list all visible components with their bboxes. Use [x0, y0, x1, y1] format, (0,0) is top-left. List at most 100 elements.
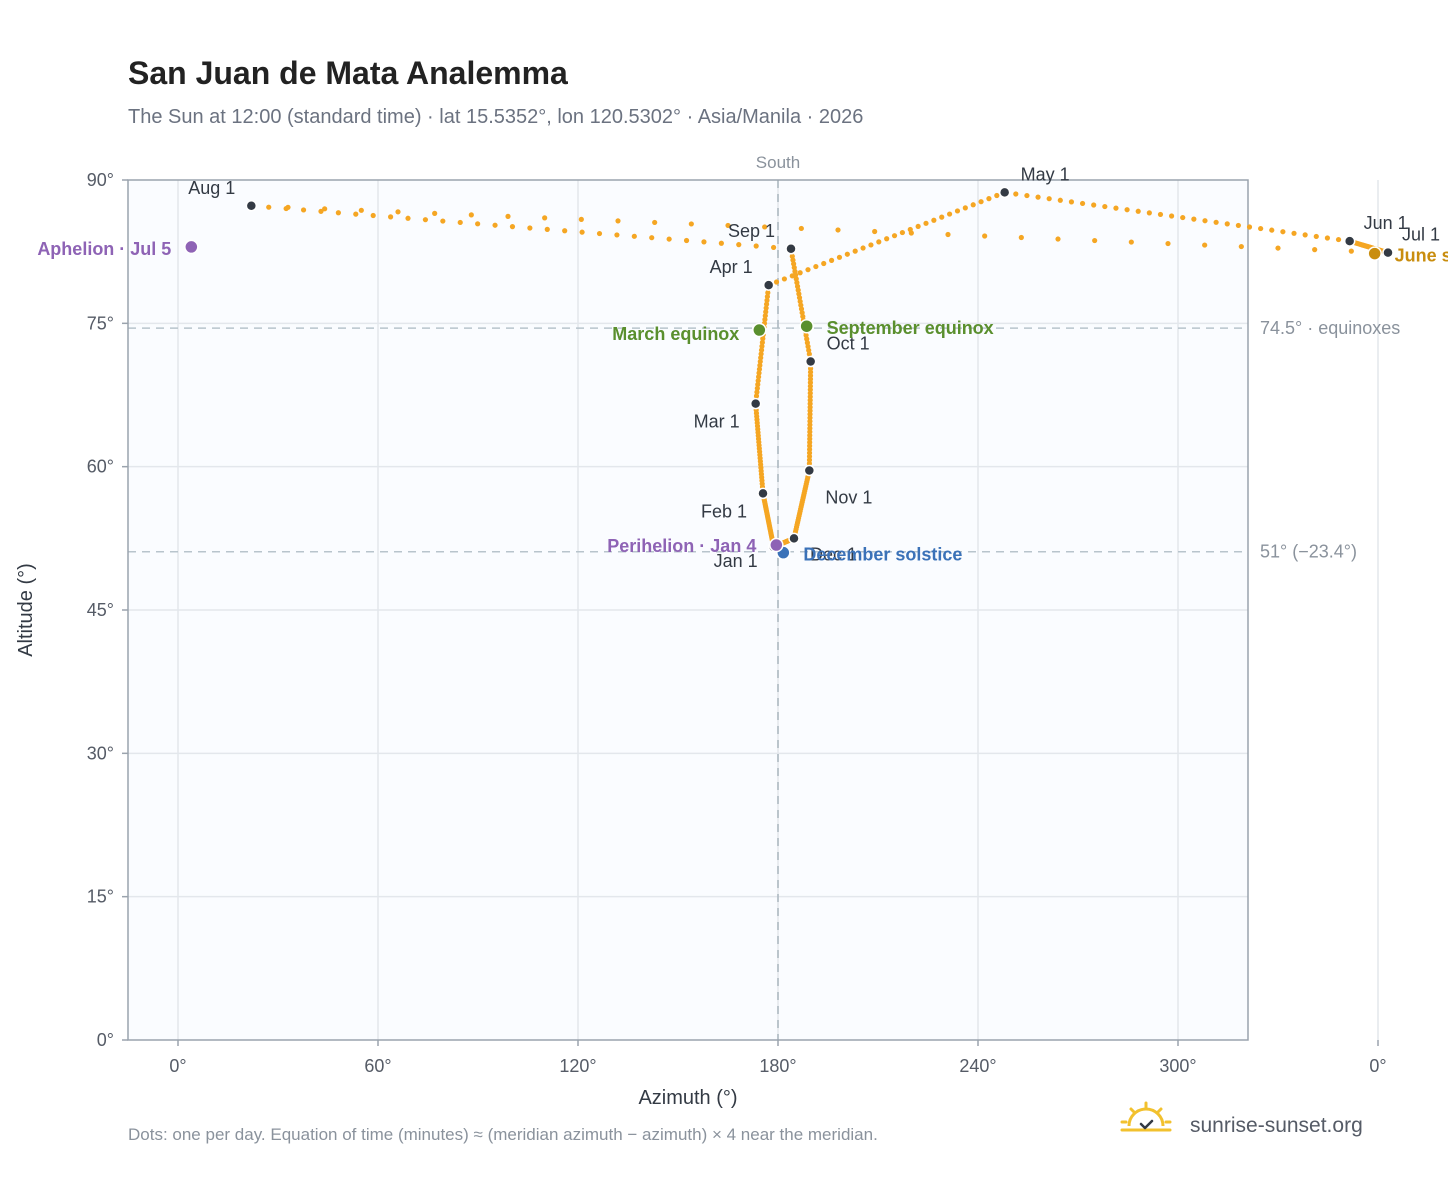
month-label: Mar 1 — [694, 412, 740, 432]
daily-dot — [1169, 213, 1175, 219]
month-point — [245, 200, 258, 212]
y-tick-label: 0° — [97, 1030, 114, 1050]
daily-dot — [457, 219, 463, 226]
event-point — [769, 537, 784, 553]
daily-dot — [1202, 242, 1208, 248]
chart-title: San Juan de Mata Analemma — [128, 55, 568, 91]
y-tick-label: 90° — [87, 170, 114, 190]
daily-dot — [970, 202, 976, 208]
meridian-label: South — [756, 153, 800, 172]
daily-dot — [759, 343, 765, 349]
daily-dot — [509, 224, 516, 230]
month-label: Aug 1 — [188, 178, 235, 198]
daily-dot — [492, 222, 498, 228]
daily-dot — [765, 290, 771, 296]
x-tick-label: 0° — [169, 1056, 186, 1076]
daily-dot — [868, 242, 874, 248]
daily-dot — [266, 204, 272, 210]
daily-dot — [759, 339, 765, 346]
month-label: Nov 1 — [825, 487, 872, 507]
daily-dot — [370, 212, 376, 219]
daily-dot — [701, 239, 707, 245]
y-axis-label: Altitude (°) — [15, 563, 37, 657]
daily-dot — [1024, 192, 1030, 199]
daily-dot — [756, 370, 762, 376]
daily-dot — [505, 213, 511, 219]
month-point — [1382, 246, 1394, 259]
month-label: Oct 1 — [827, 334, 870, 354]
daily-dot — [578, 216, 584, 222]
month-label: Jul 1 — [1402, 225, 1440, 245]
daily-dot — [1157, 211, 1164, 218]
reference-line-label: 51° (−23.4°) — [1260, 542, 1357, 562]
month-point — [788, 532, 800, 545]
y-tick-label: 75° — [87, 313, 114, 333]
x-tick-label: 120° — [559, 1056, 596, 1076]
daily-dot — [756, 374, 762, 380]
daily-dot — [1291, 230, 1297, 236]
daily-dot — [562, 228, 568, 234]
x-tick-label: 240° — [959, 1056, 996, 1076]
brand-name: sunrise-sunset.org — [1190, 1114, 1363, 1137]
sun-check-icon — [1120, 1101, 1172, 1132]
daily-dot — [860, 245, 866, 251]
daily-dot — [758, 355, 764, 361]
daily-dot — [1213, 219, 1219, 225]
x-tick-label: 0° — [1369, 1056, 1386, 1076]
daily-dot — [798, 225, 804, 232]
event-label: June solstice — [1395, 246, 1448, 266]
daily-dot — [1258, 225, 1264, 232]
daily-dot — [1348, 248, 1354, 254]
daily-dot — [1013, 191, 1019, 197]
daily-dot — [915, 223, 921, 230]
daily-dot — [736, 242, 742, 248]
daily-dot — [1280, 229, 1286, 235]
daily-dot — [876, 239, 882, 245]
daily-dot — [1046, 196, 1052, 202]
daily-dot — [1191, 216, 1197, 222]
daily-dot — [1275, 245, 1281, 251]
daily-dot — [770, 244, 777, 251]
daily-dot — [614, 232, 620, 238]
month-label: Feb 1 — [701, 501, 747, 521]
daily-dot — [1079, 200, 1086, 207]
daily-dot — [353, 211, 359, 217]
daily-dot — [1135, 208, 1141, 214]
footer-note: Dots: one per day. Equation of time (min… — [128, 1125, 878, 1144]
daily-dot — [899, 229, 906, 236]
daily-dot — [945, 231, 951, 238]
month-label: Jun 1 — [1364, 213, 1408, 233]
daily-dot — [468, 212, 474, 218]
daily-dot — [1165, 240, 1171, 247]
daily-dot — [395, 209, 401, 215]
daily-dot — [527, 225, 533, 231]
daily-dot — [813, 263, 819, 270]
event-point — [752, 322, 767, 338]
daily-dot — [1312, 247, 1318, 253]
event-point — [799, 318, 814, 334]
daily-dot — [757, 362, 763, 368]
grid-lines — [128, 180, 1379, 1040]
daily-dot — [821, 260, 827, 267]
y-tick-label: 45° — [87, 600, 114, 620]
daily-dot — [1057, 197, 1063, 203]
daily-dot — [908, 230, 914, 236]
daily-dot — [335, 210, 341, 216]
daily-dot — [781, 276, 788, 282]
daily-dot — [544, 226, 550, 232]
daily-dot — [836, 254, 843, 260]
event-label: Aphelion · Jul 5 — [37, 239, 171, 259]
daily-dot — [805, 267, 811, 273]
daily-dot — [962, 205, 968, 211]
daily-dot — [758, 351, 764, 357]
daily-dot — [1335, 236, 1342, 243]
daily-dot — [725, 222, 731, 229]
daily-dot — [753, 393, 760, 399]
daily-dot — [1102, 203, 1108, 210]
daily-dot — [1246, 224, 1253, 230]
event-point — [1367, 246, 1382, 261]
daily-dot — [755, 381, 761, 388]
daily-dot — [475, 221, 481, 227]
daily-dot — [797, 270, 803, 276]
daily-dot — [872, 228, 878, 235]
